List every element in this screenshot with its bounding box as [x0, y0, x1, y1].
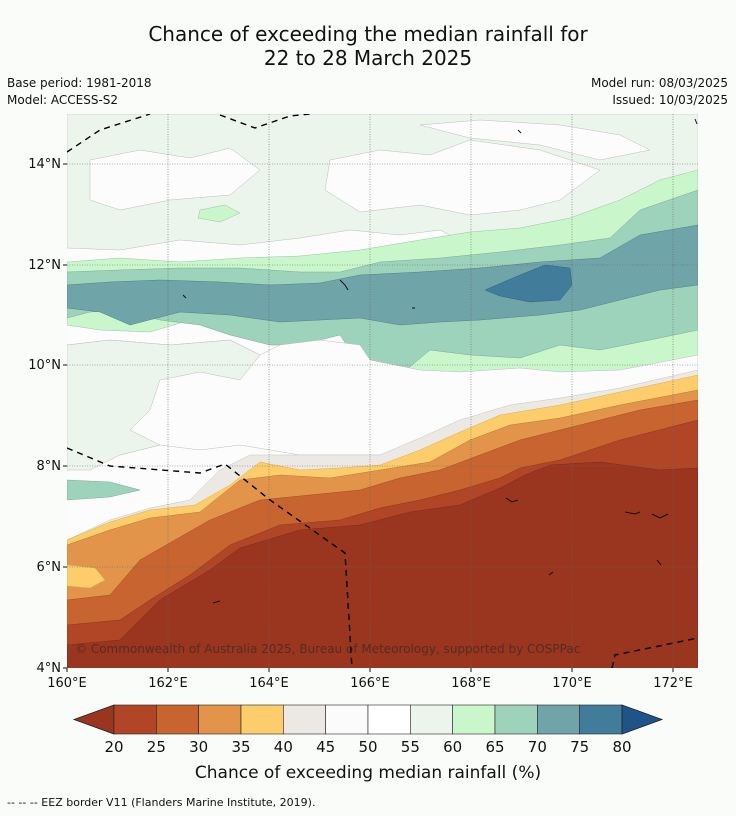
y-tick-label: 6°N — [37, 560, 62, 575]
colorbar-tick-label: 40 — [274, 738, 293, 756]
colorbar-tick-label: 20 — [104, 738, 123, 756]
colorbar-tick-label: 35 — [231, 738, 250, 756]
colorbar-tick-label: 80 — [612, 738, 631, 756]
colorbar-swatch — [367, 704, 411, 735]
model-name: Model: ACCESS-S2 — [7, 93, 119, 107]
copyright-text: © Commonwealth of Australia 2025, Bureau… — [75, 642, 580, 656]
colorbar-tick-label: 65 — [485, 738, 504, 756]
x-axis: 160°E 162°E 164°E 166°E 168°E 170°E 172°… — [47, 668, 693, 691]
band-60-65-patch — [197, 204, 241, 223]
band-35-40-southwest — [67, 564, 106, 589]
title-line-1: Chance of exceeding the median rainfall … — [148, 22, 588, 46]
colorbar: 20 25 30 35 40 45 50 55 60 65 70 75 80 — [72, 704, 664, 756]
meta-right: Model run: 08/03/2025 Issued: 10/03/2025 — [591, 75, 728, 109]
colorbar-extend-high — [621, 704, 664, 735]
colorbar-tick-label: 75 — [570, 738, 589, 756]
meta-left: Base period: 1981-2018 Model: ACCESS-S2 — [7, 75, 152, 109]
colorbar-extend-low — [72, 704, 115, 735]
base-period: Base period: 1981-2018 — [7, 76, 152, 90]
colorbar-swatch — [494, 704, 538, 735]
eez-border — [67, 114, 698, 668]
colorbar-label: Chance of exceeding median rainfall (%) — [195, 763, 541, 783]
y-tick-label: 4°N — [37, 661, 62, 676]
x-tick-label: 170°E — [552, 676, 592, 691]
colorbar-swatch — [325, 704, 369, 735]
colorbar-swatch — [283, 704, 326, 735]
y-tick-label: 14°N — [28, 157, 61, 172]
colorbar-swatch — [240, 704, 284, 735]
y-tick-label: 12°N — [28, 258, 61, 273]
x-tick-label: 162°E — [148, 676, 188, 691]
colorbar-swatch — [452, 704, 496, 735]
issued-date: Issued: 10/03/2025 — [612, 93, 728, 107]
band-65-70-west — [67, 479, 141, 501]
colorbar-tick-label: 60 — [443, 738, 462, 756]
colorbar-tick-label: 50 — [358, 738, 377, 756]
colorbar-tick-label: 55 — [401, 738, 420, 756]
colorbar-tick-label: 70 — [528, 738, 547, 756]
islands — [182, 118, 698, 604]
colorbar-swatch — [537, 704, 580, 735]
band-50-55-patch-3 — [419, 119, 651, 161]
map-title: Chance of exceeding the median rainfall … — [0, 22, 736, 70]
y-tick-label: 10°N — [28, 358, 61, 373]
model-run: Model run: 08/03/2025 — [590, 76, 728, 90]
colorbar-tick-label: 25 — [147, 738, 166, 756]
x-tick-label: 172°E — [653, 676, 693, 691]
colorbar-tick-label: 30 — [189, 738, 208, 756]
x-tick-label: 164°E — [249, 676, 289, 691]
band-50-55-patch-2 — [324, 139, 601, 216]
colorbar-swatch — [113, 704, 157, 735]
x-tick-label: 160°E — [47, 676, 87, 691]
band-50-55-patch-1 — [89, 147, 261, 211]
colorbar-swatch — [579, 704, 623, 735]
colorbar-tick-label: 45 — [316, 738, 335, 756]
eez-footnote: -- -- -- EEZ border V11 (Flanders Marine… — [7, 796, 316, 809]
x-tick-label: 166°E — [350, 676, 390, 691]
title-line-2: 22 to 28 March 2025 — [263, 46, 473, 70]
colorbar-swatch — [156, 704, 199, 735]
colorbar-swatch — [198, 704, 242, 735]
rainfall-probability-layer — [67, 114, 698, 668]
y-axis: 14°N 12°N 10°N 8°N 6°N 4°N — [28, 157, 67, 676]
map-gridlines — [67, 114, 698, 668]
band-55-60-west — [67, 339, 261, 471]
y-tick-label: 8°N — [37, 459, 62, 474]
colorbar-swatch — [410, 704, 453, 735]
x-tick-label: 168°E — [451, 676, 491, 691]
band-below-20 — [67, 461, 698, 668]
